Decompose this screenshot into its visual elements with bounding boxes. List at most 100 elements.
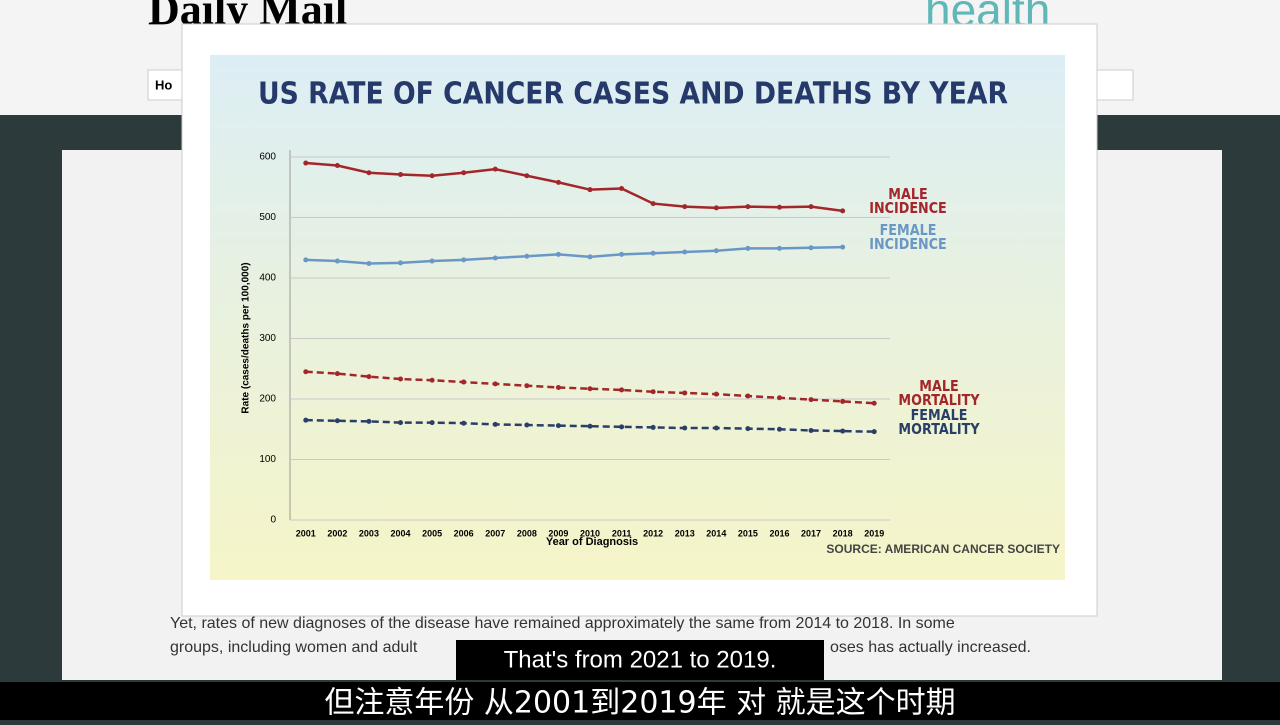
y-tick-label: 500 [259,212,276,223]
x-tick-label: 2005 [422,528,442,538]
x-tick-label: 2019 [864,528,884,538]
plot: 0 100 200 300 400 500 600 2001 2002 2003 2004 2005 2… [259,152,890,538]
legend-label: MALE MORTALITY [898,377,980,410]
x-tick-label: 2013 [675,528,695,538]
data-point [524,422,530,428]
x-tick-label: 2011 [612,528,632,538]
data-point [366,374,372,380]
legend-label: FEMALE MORTALITY [898,405,980,438]
article-line: groups, including women and adult [170,639,418,656]
data-point [461,420,467,426]
data-point [429,258,435,264]
data-point [745,245,751,251]
data-point [587,187,593,193]
legend-label: FEMALE INCIDENCE [868,221,947,254]
source: SOURCE: AMERICAN CANCER SOCIETY [826,542,1060,556]
chart-background [210,55,1065,580]
data-point [366,260,372,266]
article-line: oses has actually increased. [830,639,1031,656]
data-point [619,424,625,430]
data-point [776,426,782,432]
subtitle-bar [0,682,1280,720]
data-point [713,248,719,254]
data-point [650,424,656,430]
data-point [619,387,625,393]
x-tick-label: 2008 [517,528,537,538]
y-tick-label: 100 [259,454,276,465]
data-point [492,421,498,427]
data-point [776,204,782,210]
data-point [840,428,846,434]
series-line [305,161,843,213]
data-point [398,376,404,382]
x-tick-label: 2012 [643,528,663,538]
data-point [682,249,688,255]
y-tick-label: 400 [259,273,276,284]
data-point [555,179,561,185]
subtitle-box [456,640,824,680]
data-point [303,417,309,423]
data-point [713,205,719,211]
data-point [619,251,625,257]
x-tick-label: 2002 [327,528,347,538]
data-point [555,251,561,257]
data-point [429,377,435,383]
data-point [650,250,656,256]
x-axis-label: Year of Diagnosis [546,536,638,548]
data-point [650,201,656,207]
data-point [587,386,593,392]
data-point [587,254,593,260]
x-tick-label: 2014 [706,528,726,538]
data-point [776,395,782,401]
data-point [398,420,404,426]
data-point [713,425,719,431]
data-point [555,385,561,391]
data-point [303,369,309,375]
x-tick-label: 2018 [833,528,853,538]
data-point [840,208,846,214]
data-point [808,427,814,433]
data-point [871,400,877,406]
data-point [524,173,530,179]
data-point [619,185,625,191]
data-point [745,393,751,399]
data-point [808,204,814,210]
x-tick-label: 2003 [359,528,379,538]
data-point [492,166,498,172]
data-point [808,245,814,251]
data-point [745,426,751,432]
data-point [587,423,593,429]
x-tick-label: 2017 [801,528,821,538]
x-tick-label: 2016 [769,528,789,538]
x-tick-label: 2009 [548,528,568,538]
data-point [840,398,846,404]
data-point [492,255,498,261]
data-point [398,172,404,178]
data-point [429,420,435,426]
data-point [682,425,688,431]
series-line [305,245,843,265]
data-point [303,257,309,263]
data-point [461,379,467,385]
y-tick-label: 200 [259,394,276,405]
data-point [492,381,498,387]
data-point [871,429,877,435]
data-point [334,371,340,377]
data-point [334,258,340,264]
subtitle-english: That's from 2021 to 2019. [504,646,777,673]
data-point [713,391,719,397]
data-point [524,383,530,389]
y-axis-label: Rate (cases/deaths per 100,000) [241,262,252,413]
data-point [650,389,656,395]
data-point [840,244,846,250]
data-point [366,170,372,176]
x-tick-label: 2006 [454,528,474,538]
data-point [524,253,530,259]
y-tick-label: 300 [259,333,276,344]
data-point [366,418,372,424]
chart-title: US RATE OF CANCER CASES AND DEATHS BY YE… [258,77,1008,112]
x-tick-label: 2001 [296,528,316,538]
nav-item: Ho [155,77,172,92]
data-point [334,162,340,168]
